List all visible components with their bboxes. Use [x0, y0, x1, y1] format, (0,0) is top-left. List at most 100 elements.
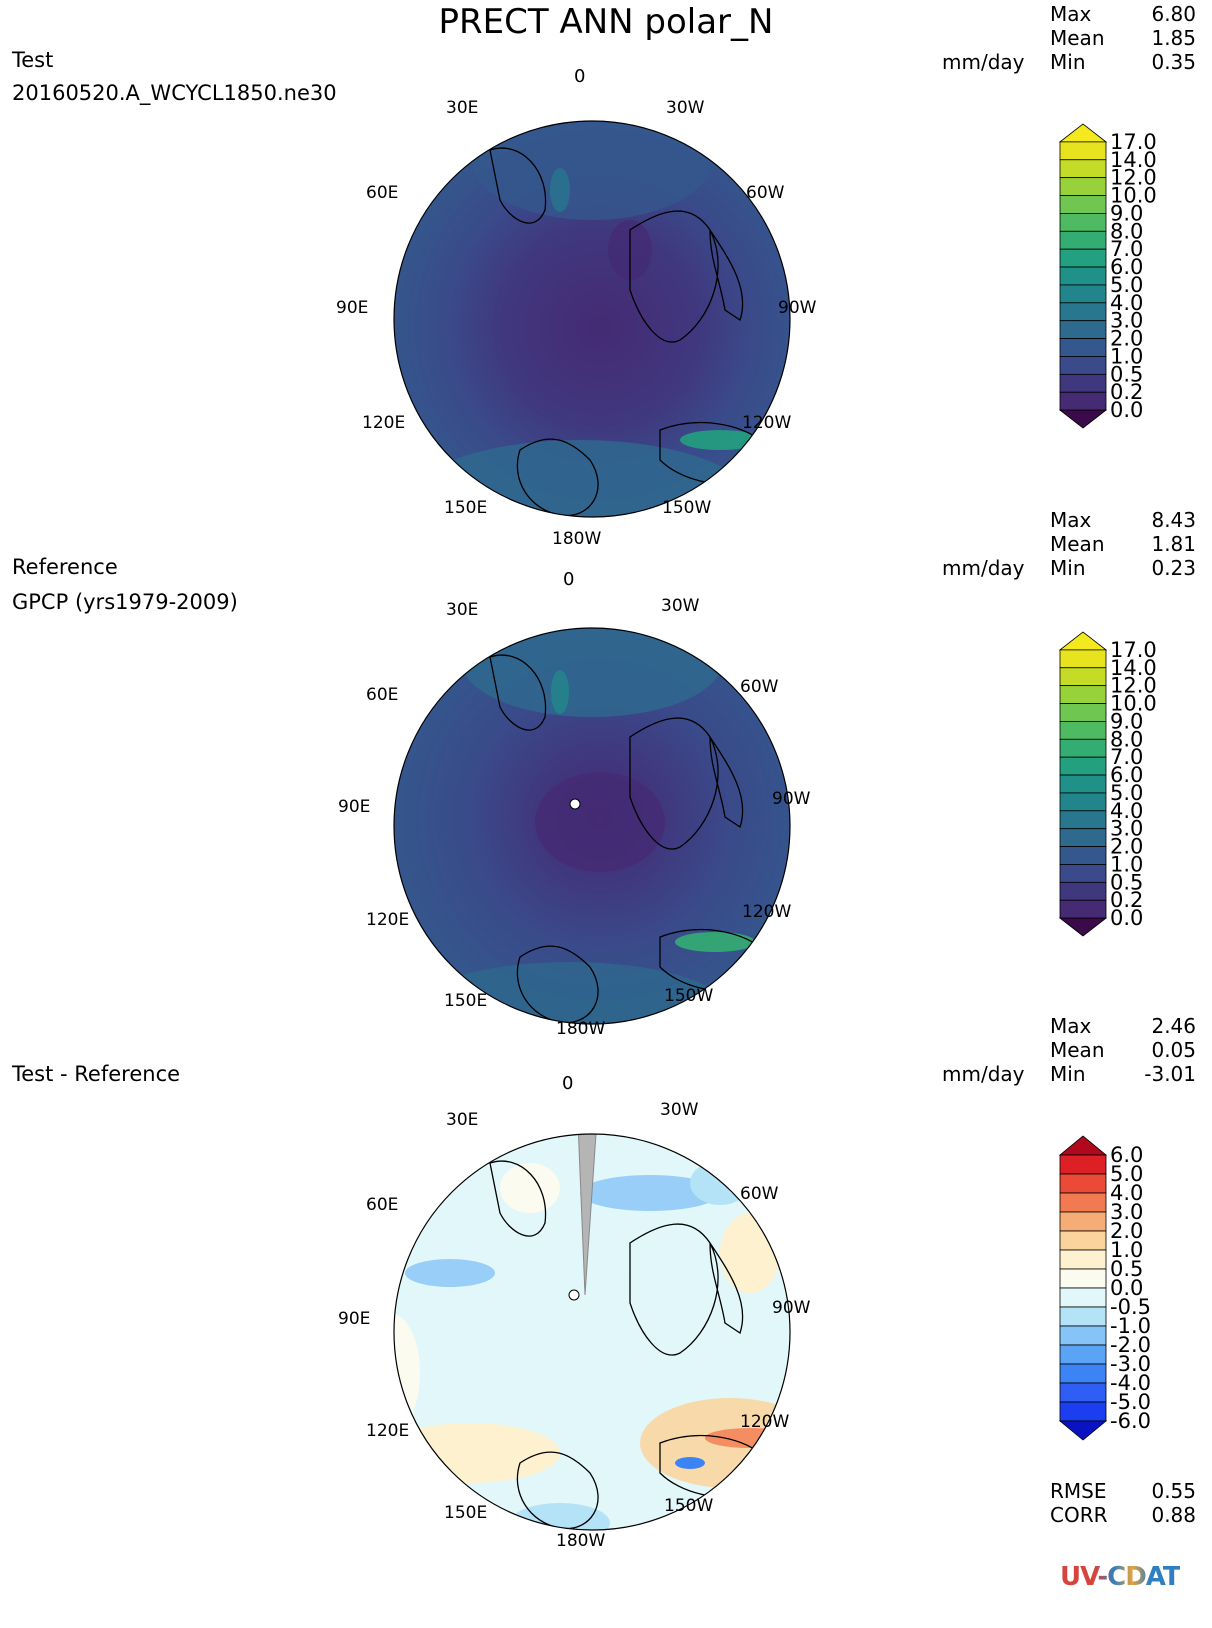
panel-1-colorbar-tick-label: 3.0 [1110, 309, 1143, 333]
rmse-label: RMSE [1050, 1479, 1107, 1503]
panel-1-lon-label: 60W [746, 183, 785, 203]
panel-1-colorbar-swatch [1059, 373, 1107, 393]
panel-1-colorbar-tick-label: 14.0 [1110, 148, 1157, 172]
panel-3-colorbar-tick-label: -0.5 [1110, 1295, 1151, 1319]
panel-2-lon-label: 0 [563, 569, 574, 590]
panel-1-lon-label: 30W [666, 98, 705, 118]
panel-2-colorbar-tick-label: 0.2 [1110, 888, 1143, 912]
panel-1-colorbar-swatch [1058, 123, 1108, 143]
panel-1-colorbar-tick-label: 0.0 [1110, 398, 1143, 422]
panel-3-mean-value: 0.05 [1151, 1038, 1196, 1062]
panel-3-colorbar-tick-label: 5.0 [1110, 1162, 1143, 1186]
panel-1-min-label: Min [1050, 50, 1086, 74]
panel-3-colorbar-swatch [1059, 1287, 1107, 1308]
uvcdat-logo: UV-CDAT [1060, 1562, 1181, 1592]
panel-1-colorbar: 17.014.012.010.09.08.07.06.05.04.03.02.0… [1058, 123, 1157, 429]
panel-2-colorbar: 17.014.012.010.09.08.07.06.05.04.03.02.0… [1058, 631, 1157, 937]
figure-title: PRECT ANN polar_N [438, 2, 774, 42]
panel-3-colorbar-tick-label: -3.0 [1110, 1352, 1151, 1376]
panel-1-colorbar-swatch [1059, 266, 1107, 286]
panel-1-colorbar-swatch [1059, 302, 1107, 322]
panel-3-colorbar: 6.05.04.03.02.01.00.50.0-0.5-1.0-2.0-3.0… [1058, 1135, 1151, 1441]
panel-3-colorbar-tick-label: 1.0 [1110, 1238, 1143, 1262]
panel-1-lon-label: 150E [444, 498, 487, 518]
panel-2-colorbar-swatch [1059, 649, 1107, 669]
panel-3-min-value: -3.01 [1144, 1062, 1196, 1086]
panel-1-colorbar-tick-label: 0.5 [1110, 362, 1143, 386]
panel-1-colorbar-swatch [1059, 391, 1107, 411]
panel-1-colorbar-swatch [1059, 338, 1107, 357]
panel-3-max-label: Max [1050, 1014, 1092, 1038]
panel-3-lon-label: 60E [366, 1195, 398, 1215]
panel-2-lon-label: 180W [556, 1019, 605, 1039]
panel-3-lon-label: 150W [664, 1496, 713, 1516]
panel-1-lon-label: 180W [552, 529, 601, 549]
panel-1-colorbar-swatch [1059, 248, 1107, 268]
panel-3-min-label: Min [1050, 1062, 1086, 1086]
panel-3-label: Test - Reference [12, 1062, 181, 1086]
uvcdat-logo-text: UV-CDAT [1060, 1562, 1181, 1592]
panel-1-colorbar-tick-label: 12.0 [1110, 166, 1157, 190]
panel-2-lon-label: 150W [664, 986, 713, 1006]
panel-1-colorbar-swatch [1059, 195, 1107, 214]
panel-1-lon-label: 0 [574, 66, 585, 87]
panel-3-lon-label: 0 [562, 1073, 573, 1094]
panel-3-colorbar-swatch [1059, 1230, 1107, 1251]
panel-1-max-value: 6.80 [1151, 2, 1196, 26]
panel-2-colorbar-tick-label: 17.0 [1110, 638, 1157, 662]
panel-2-colorbar-swatch [1059, 738, 1107, 758]
panel-3-colorbar-tick-label: -4.0 [1110, 1371, 1151, 1395]
panel-1-colorbar-tick-label: 7.0 [1110, 237, 1143, 261]
panel-2-label: Reference [12, 555, 118, 579]
panel-2-colorbar-swatch [1059, 810, 1107, 830]
panel-2-min-label: Min [1050, 556, 1086, 580]
panel-1-units: mm/day [942, 50, 1025, 74]
panel-3-lon-label: 30W [660, 1100, 699, 1120]
panel-1-colorbar-swatch [1059, 141, 1107, 161]
panel-1-sublabel: 20160520.A_WCYCL1850.ne30 [12, 81, 337, 105]
panel-3-colorbar-swatch [1059, 1306, 1107, 1327]
panel-1-lon-label: 90W [778, 298, 817, 318]
panel-3-units: mm/day [942, 1062, 1025, 1086]
panel-2-colorbar-swatch [1059, 667, 1107, 687]
rmse-value: 0.55 [1151, 1479, 1196, 1503]
panel-2-lon-label: 120E [366, 910, 409, 930]
panel-1-colorbar-swatch [1059, 320, 1107, 339]
panel-2-units: mm/day [942, 556, 1025, 580]
panel-2-polar-map: 0 30W 60W 90W 120W 150W 180W 150E 120E 9… [338, 569, 811, 1039]
panel-1-lon-label: 120E [362, 413, 405, 433]
panel-3-colorbar-swatch [1059, 1211, 1107, 1232]
panel-1-colorbar-swatch [1059, 213, 1107, 232]
panel-2-sublabel: GPCP (yrs1979-2009) [12, 590, 238, 614]
panel-2-colorbar-swatch [1059, 792, 1107, 812]
panel-1-colorbar-tick-label: 8.0 [1110, 219, 1143, 243]
panel-3-colorbar-tick-label: 2.0 [1110, 1219, 1143, 1243]
panel-1-colorbar-swatch [1059, 177, 1107, 196]
panel-1-colorbar-tick-label: 0.2 [1110, 380, 1143, 404]
panel-3-colorbar-tick-label: 0.5 [1110, 1257, 1143, 1281]
panel-1-colorbar-swatch [1058, 409, 1108, 429]
panel-2-colorbar-swatch [1058, 917, 1108, 937]
panel-1-lon-label: 90E [336, 298, 368, 318]
panel-2-colorbar-tick-label: 8.0 [1110, 727, 1143, 751]
panel-2-lon-label: 90E [338, 797, 370, 817]
panel-3-lon-label: 180W [556, 1531, 605, 1551]
panel-3-mean-label: Mean [1050, 1038, 1105, 1062]
panel-3-colorbar-tick-label: 3.0 [1110, 1200, 1143, 1224]
panel-3-colorbar-tick-label: -2.0 [1110, 1333, 1151, 1357]
panel-2-colorbar-tick-label: 6.0 [1110, 763, 1143, 787]
panel-3-colorbar-swatch [1059, 1382, 1107, 1403]
panel-1-lon-label: 30E [446, 98, 478, 118]
panel-3-lon-label: 90W [772, 1298, 811, 1318]
panel-2-pole-marker [569, 798, 581, 810]
panel-2-lon-label: 90W [772, 789, 811, 809]
panel-3-colorbar-swatch [1059, 1325, 1107, 1346]
panel-2-colorbar-tick-label: 3.0 [1110, 817, 1143, 841]
panel-2-colorbar-swatch [1059, 721, 1107, 740]
panel-3-colorbar-swatch [1058, 1420, 1108, 1441]
panel-2-mean-label: Mean [1050, 532, 1105, 556]
panel-1-colorbar-tick-label: 6.0 [1110, 255, 1143, 279]
panel-2-colorbar-swatch [1058, 631, 1108, 651]
panel-1-lon-label: 120W [742, 413, 791, 433]
panel-3-colorbar-swatch [1059, 1192, 1107, 1213]
